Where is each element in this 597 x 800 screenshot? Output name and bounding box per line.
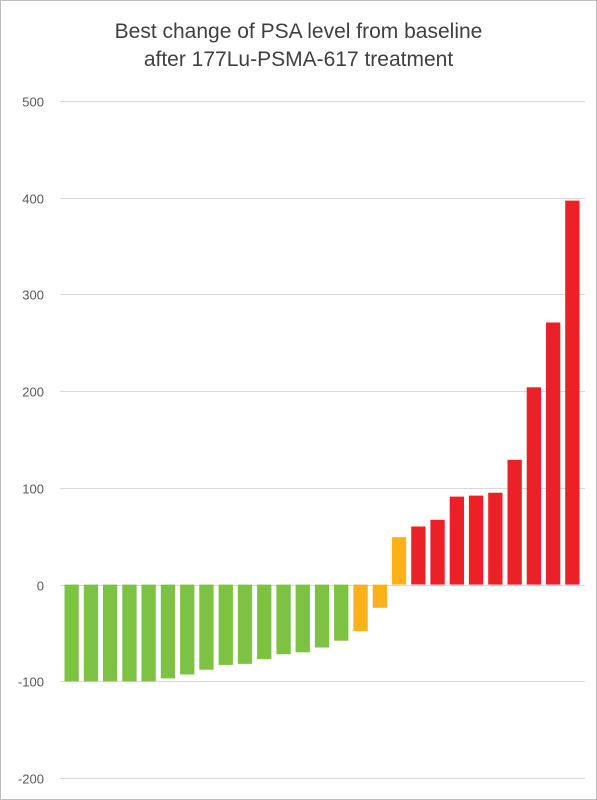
bar-11 xyxy=(257,584,272,660)
bar-21 xyxy=(449,496,464,585)
bar-6 xyxy=(160,584,176,679)
chart-title: Best change of PSA level from baseline a… xyxy=(0,18,597,74)
bar-1 xyxy=(64,584,79,682)
y-tick-label: 200 xyxy=(22,385,44,400)
bar-18 xyxy=(391,537,407,585)
bar-7 xyxy=(180,584,195,675)
bar-23 xyxy=(488,492,503,585)
y-tick-label: 300 xyxy=(22,288,44,303)
y-tick-label: -100 xyxy=(18,675,44,690)
bar-17 xyxy=(372,584,387,608)
bar-13 xyxy=(295,584,310,653)
y-tick-label: 100 xyxy=(22,482,44,497)
bar-15 xyxy=(334,584,349,641)
y-tick-label: 500 xyxy=(22,95,44,110)
y-tick-label: 0 xyxy=(37,579,44,594)
bar-9 xyxy=(218,584,233,665)
y-tick-label: 400 xyxy=(22,192,44,207)
bar-8 xyxy=(199,584,214,670)
bar-12 xyxy=(276,584,291,655)
bar-3 xyxy=(103,584,118,682)
bar-26 xyxy=(546,322,561,585)
bar-10 xyxy=(237,584,253,664)
bar-25 xyxy=(526,387,541,585)
bar-4 xyxy=(122,584,137,682)
bar-19 xyxy=(411,526,426,585)
bar-24 xyxy=(507,459,522,585)
bar-16 xyxy=(353,584,368,631)
bar-5 xyxy=(141,584,156,682)
bar-2 xyxy=(83,584,99,682)
chart-title-line-1: Best change of PSA level from baseline xyxy=(114,20,483,43)
bars xyxy=(64,200,580,682)
gridlines xyxy=(60,101,585,779)
bar-27 xyxy=(565,200,580,585)
chart-title-line-2: after 177Lu-PSMA-617 treatment xyxy=(143,48,454,71)
y-axis-tick-labels: 500 400 300 200 100 0 -100 -200 xyxy=(18,95,44,787)
bar-22 xyxy=(468,495,484,585)
bar-14 xyxy=(314,584,330,648)
y-tick-label: -200 xyxy=(18,772,44,787)
bar-20 xyxy=(430,519,445,585)
